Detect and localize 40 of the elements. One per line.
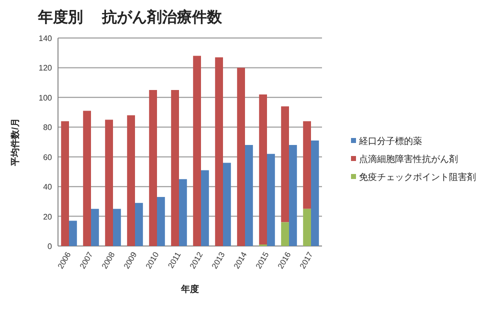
bar	[171, 90, 179, 246]
y-tick-label: 20	[43, 212, 53, 222]
bar	[237, 68, 245, 246]
bar	[289, 144, 297, 246]
bar	[223, 162, 231, 246]
bar	[201, 170, 209, 246]
bar	[179, 179, 187, 246]
legend-label: 経口分子標的薬	[358, 136, 422, 146]
bar	[311, 140, 319, 246]
bar	[61, 121, 69, 246]
legend-label: 免疫チェックポイント阻害剤	[359, 172, 476, 182]
y-tick-label: 40	[43, 182, 53, 192]
bar	[267, 154, 275, 246]
bar	[113, 208, 121, 246]
bar	[215, 57, 223, 246]
bar	[69, 220, 77, 246]
bar	[281, 222, 289, 246]
bar	[149, 90, 157, 246]
y-tick-label: 60	[43, 152, 53, 162]
y-tick-label: 80	[43, 123, 53, 132]
bar	[245, 144, 253, 246]
bar	[259, 94, 267, 245]
bar	[303, 208, 311, 246]
y-tick-label: 140	[38, 34, 53, 43]
chart-title: 年度別 抗がん剤治療件数	[36, 8, 224, 26]
bar	[83, 110, 91, 246]
x-axis-title: 年度	[180, 284, 199, 294]
y-tick-label: 120	[38, 64, 53, 73]
y-axis-title: 平均件数/月	[10, 118, 20, 167]
legend-label: 点滴細胞障害性抗がん剤	[359, 154, 458, 164]
y-tick-label: 0	[48, 242, 53, 251]
y-tick-label: 100	[38, 93, 53, 102]
bar	[281, 106, 289, 222]
bar	[303, 121, 311, 209]
bar	[193, 56, 201, 246]
bar	[127, 115, 135, 246]
bar	[135, 202, 143, 246]
bar	[91, 208, 99, 246]
bar	[105, 120, 113, 246]
bar	[157, 196, 165, 246]
